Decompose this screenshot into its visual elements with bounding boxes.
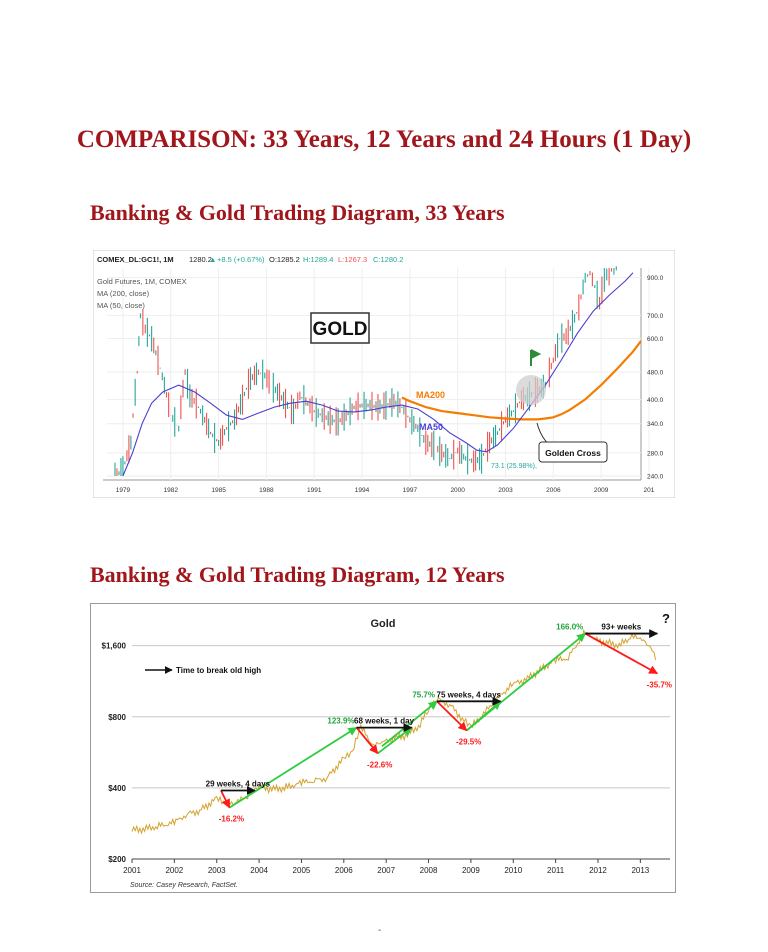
x-tick-label: 2005 (293, 866, 311, 875)
time-to-break-label: 75 weeks, 4 days (437, 690, 502, 699)
x-tick-label: 2009 (594, 487, 609, 494)
x-tick-label: 1991 (307, 487, 322, 494)
y-tick-label: 600.0 (647, 336, 664, 343)
ma200-line (401, 340, 642, 421)
drop-percent-label: -29.5% (456, 737, 481, 746)
x-tick-label: 2009 (462, 866, 480, 875)
y-tick-label: $400 (108, 784, 126, 793)
x-tick-label: 1985 (211, 487, 226, 494)
rise-percent-label: 123.9% (327, 717, 354, 726)
section-title-12-years: Banking & Gold Trading Diagram, 12 Years (90, 562, 505, 587)
high-value: H:1289.4 (303, 255, 333, 264)
time-to-break-label: 29 weeks, 4 days (206, 779, 271, 788)
change-value: +8.5 (+0.67%) (217, 255, 265, 264)
up-arrow-icon: ▲ (209, 255, 216, 264)
gold-title-box (310, 312, 370, 344)
rise-percent-label: 75.7% (412, 690, 435, 699)
ma50-annotation: MA50 (419, 422, 443, 432)
y-tick-label: 280.0 (647, 450, 664, 457)
legend-gold-futures: Gold Futures, 1M, COMEX (97, 277, 187, 286)
x-tick-label: 2003 (208, 866, 226, 875)
drop-arrow (355, 727, 379, 755)
x-tick-label: 1982 (164, 487, 179, 494)
rise-percent-label: 166.0% (556, 623, 583, 632)
x-tick-label: 1979 (116, 487, 131, 494)
golden-cross-label: Golden Cross (545, 448, 601, 458)
x-tick-label: 1997 (403, 487, 418, 494)
y-tick-label: 340.0 (647, 421, 664, 428)
y-tick-label: $1,600 (102, 642, 127, 651)
chart-frame (90, 603, 676, 893)
y-tick-label: 400.0 (647, 397, 664, 404)
close-value: C:1280.2 (373, 255, 403, 264)
y-tick-label: 480.0 (647, 370, 664, 377)
legend-ma50: MA (50, close) (97, 301, 145, 310)
flag-icon (530, 349, 542, 366)
x-tick-label: 2000 (450, 487, 465, 494)
gold-12-year-chart: $200 $400 $800 $1,600 2001 2002 2003 2004 2005 2… (90, 603, 676, 893)
drop-percent-label: -16.2% (219, 815, 244, 824)
x-tick-label: 2013 (631, 866, 649, 875)
page-title: COMPARISON: 33 Years, 12 Years and 24 Ho… (76, 126, 692, 153)
chart-title: Gold (370, 618, 395, 630)
x-tick-label: 2006 (335, 866, 353, 875)
rise-arrow (466, 632, 586, 732)
x-tick-label: 2011 (547, 866, 565, 875)
y-tick-label: $800 (108, 713, 126, 722)
x-tick-label: 2002 (165, 866, 183, 875)
y-tick-label: 240.0 (647, 474, 664, 481)
low-marker-label: 73.1 (25.98%), (491, 463, 537, 470)
y-tick-label: 900.0 (647, 275, 664, 282)
low-value: L:1267.3 (338, 255, 367, 264)
x-tick-label: 2007 (377, 866, 395, 875)
gold-33-year-svg: 1979 1982 1985 1988 1991 1994 1997 2000 2003 2006… (92, 249, 676, 499)
gold-title-text: GOLD (313, 319, 368, 340)
drop-arrow (584, 632, 659, 675)
y-tick-label: $200 (108, 855, 126, 864)
x-tick-label: 2001 (123, 866, 141, 875)
x-tick-label: 1994 (355, 487, 370, 494)
drop-percent-label: -22.6% (367, 760, 392, 769)
x-tick-label: 2006 (546, 487, 561, 494)
gold-12-year-svg: $200 $400 $800 $1,600 2001 2002 2003 2004 2005 2… (90, 603, 676, 893)
x-tick-label: 2008 (420, 866, 438, 875)
ma50-line (122, 272, 634, 477)
x-tick-label: 1988 (259, 487, 274, 494)
legend-arrow-label: Time to break old high (176, 666, 261, 675)
source-note: Source: Casey Research, FactSet. (130, 882, 238, 889)
legend-ma200: MA (200, close) (97, 289, 150, 298)
time-to-break-label: 93+ weeks (601, 623, 641, 632)
y-tick-label: 700.0 (647, 313, 664, 320)
golden-cross-highlight (516, 375, 546, 405)
section-title-33-years: Banking & Gold Trading Diagram, 33 Years (90, 200, 505, 225)
question-mark: ? (662, 611, 670, 626)
x-tick-label: 2012 (589, 866, 607, 875)
drop-arrow (436, 700, 468, 732)
symbol-label: COMEX_DL:GC1!, 1M (97, 255, 174, 264)
golden-cross-box (538, 441, 608, 463)
page-footer-mark: - (378, 925, 382, 936)
open-value: O:1285.2 (269, 255, 300, 264)
ma200-annotation: MA200 (416, 390, 445, 400)
x-tick-label: 2010 (504, 866, 522, 875)
drop-arrow (220, 790, 231, 809)
x-tick-label: 2004 (250, 866, 268, 875)
time-to-break-label: 68 weeks, 1 day (354, 717, 415, 726)
x-tick-label: 2003 (498, 487, 513, 494)
drop-percent-label: -35.7% (647, 680, 672, 689)
x-tick-label: 201 (644, 487, 655, 494)
last-price: 1280.2 (189, 255, 212, 264)
gold-33-year-chart: 1979 1982 1985 1988 1991 1994 1997 2000 2003 2006… (92, 249, 676, 499)
